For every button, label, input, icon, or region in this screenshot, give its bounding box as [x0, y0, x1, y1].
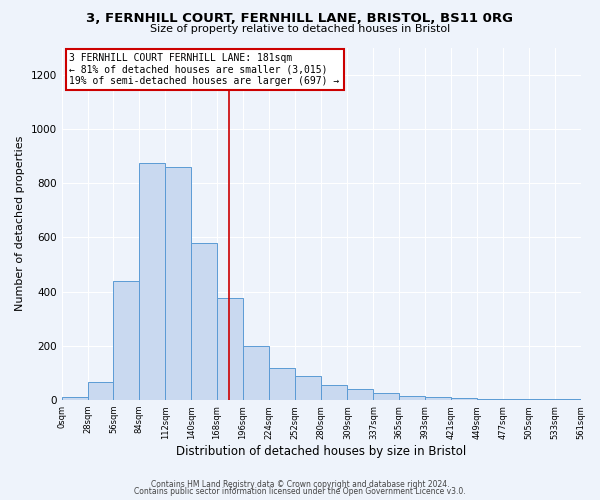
X-axis label: Distribution of detached houses by size in Bristol: Distribution of detached houses by size … — [176, 444, 466, 458]
Bar — [373, 394, 399, 400]
Bar — [113, 280, 139, 400]
Text: Contains public sector information licensed under the Open Government Licence v3: Contains public sector information licen… — [134, 487, 466, 496]
Text: 3 FERNHILL COURT FERNHILL LANE: 181sqm
← 81% of detached houses are smaller (3,0: 3 FERNHILL COURT FERNHILL LANE: 181sqm ←… — [70, 53, 340, 86]
Bar — [217, 298, 243, 400]
Bar — [347, 389, 373, 400]
Bar — [320, 385, 347, 400]
Bar — [295, 376, 320, 400]
Bar — [477, 398, 503, 400]
Text: Size of property relative to detached houses in Bristol: Size of property relative to detached ho… — [150, 24, 450, 34]
Text: Contains HM Land Registry data © Crown copyright and database right 2024.: Contains HM Land Registry data © Crown c… — [151, 480, 449, 489]
Bar — [451, 398, 477, 400]
Bar — [399, 396, 425, 400]
Bar — [269, 368, 295, 400]
Bar — [191, 244, 217, 400]
Bar — [165, 167, 191, 400]
Bar — [425, 398, 451, 400]
Bar — [88, 382, 113, 400]
Y-axis label: Number of detached properties: Number of detached properties — [15, 136, 25, 312]
Bar — [139, 163, 165, 400]
Bar — [243, 346, 269, 400]
Text: 3, FERNHILL COURT, FERNHILL LANE, BRISTOL, BS11 0RG: 3, FERNHILL COURT, FERNHILL LANE, BRISTO… — [86, 12, 514, 26]
Bar — [62, 398, 88, 400]
